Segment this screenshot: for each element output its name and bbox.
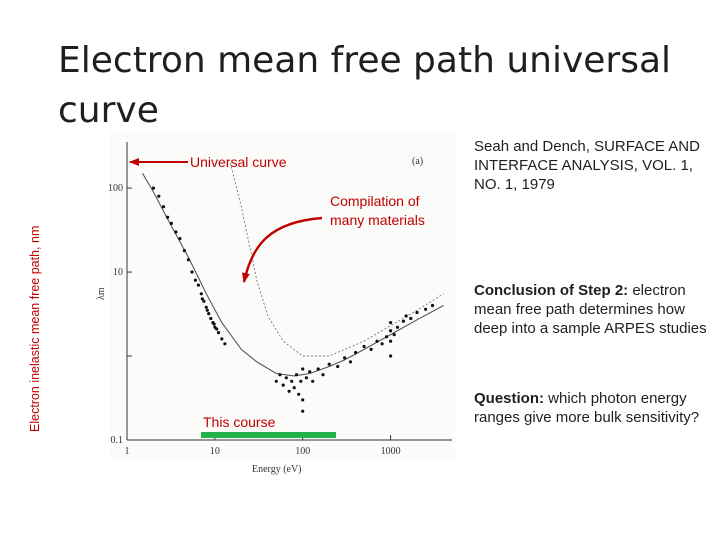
data-point [389, 339, 393, 343]
data-point [327, 362, 331, 366]
plot-background [110, 130, 455, 460]
data-point [392, 333, 396, 337]
x-tick-label: 100 [295, 446, 310, 457]
data-point [182, 249, 186, 253]
citation-text: Seah and Dench, SURFACE AND INTERFACE AN… [474, 138, 700, 193]
x-axis-label: Energy (eV) [252, 464, 302, 475]
data-point [321, 373, 325, 377]
data-point [380, 342, 384, 346]
data-point [308, 370, 312, 374]
data-point [178, 237, 182, 241]
data-point [336, 364, 340, 369]
y-tick-label: 10 [113, 267, 123, 278]
data-point [292, 386, 296, 390]
y-axis-label: λm [96, 287, 107, 300]
data-point [424, 307, 428, 311]
data-point [169, 221, 173, 225]
annotation-compilation-line1: Compilation of [330, 193, 420, 209]
data-point [304, 376, 308, 380]
universal-curve-line [142, 173, 444, 377]
x-tick-label: 1 [125, 446, 130, 457]
data-point [430, 303, 435, 308]
data-point [166, 215, 170, 219]
y-tick-label: 100 [108, 183, 123, 194]
data-point [196, 283, 200, 287]
this-course-range-bar [201, 432, 336, 438]
conclusion-heading: Conclusion of Step 2: [474, 282, 629, 299]
data-point [200, 297, 204, 301]
data-point [301, 398, 305, 402]
question-block: Question: which photon energy ranges giv… [474, 389, 710, 427]
data-point [301, 409, 305, 413]
data-point [389, 354, 393, 358]
data-point [299, 379, 303, 383]
data-point [202, 299, 206, 303]
data-point [199, 292, 203, 296]
data-point [220, 337, 224, 341]
y-tick-label: 0.1 [111, 435, 124, 446]
data-point [190, 270, 194, 274]
data-point [297, 392, 301, 396]
annotation-this-course: This course [203, 414, 276, 430]
panel-label: (a) [412, 156, 423, 167]
data-point [375, 339, 379, 343]
annotation-compilation-line2: many materials [330, 212, 425, 228]
data-point [389, 329, 393, 333]
data-point [204, 305, 208, 309]
data-point [174, 230, 178, 234]
data-point [389, 321, 393, 325]
data-point [354, 350, 358, 355]
data-point [316, 367, 320, 371]
conclusion-block: Conclusion of Step 2: electron mean free… [474, 281, 710, 338]
data-point [294, 373, 299, 377]
data-point [223, 342, 227, 346]
data-point [215, 327, 219, 331]
data-point [284, 376, 288, 380]
data-point [415, 310, 419, 315]
data-point [395, 325, 400, 329]
data-point [205, 308, 209, 312]
page-title: Electron mean free path universal curve [58, 40, 672, 131]
secondary-curve-line [229, 162, 444, 357]
x-tick-label: 10 [210, 446, 220, 457]
data-point [207, 312, 211, 316]
data-point [362, 344, 366, 349]
data-point [151, 186, 155, 190]
compilation-arrow [241, 216, 323, 283]
data-point [212, 322, 216, 326]
conclusion-body: electron mean free path determines how d… [474, 282, 707, 337]
data-point [274, 379, 278, 383]
data-point [301, 367, 305, 371]
data-point [401, 319, 405, 323]
data-point [186, 258, 190, 262]
data-point [287, 389, 291, 393]
data-point [369, 347, 373, 351]
data-point [311, 379, 315, 383]
plot-curves [142, 162, 444, 377]
data-point [290, 379, 294, 383]
data-point [193, 278, 197, 282]
data-point [404, 314, 408, 318]
question-heading: Question: [474, 390, 544, 407]
data-point [157, 194, 161, 198]
annotation-universal-curve: Universal curve [190, 154, 287, 170]
data-points [151, 186, 435, 413]
data-point [348, 360, 353, 364]
question-body: which photon energy ranges give more bul… [474, 390, 700, 426]
data-point [278, 373, 282, 377]
data-point [385, 335, 389, 339]
data-point [409, 316, 413, 321]
data-point [161, 205, 166, 209]
data-point [281, 383, 285, 387]
data-point [343, 356, 347, 360]
data-point [216, 331, 221, 335]
x-tick-label: 1000 [381, 446, 401, 457]
data-point [209, 316, 213, 321]
